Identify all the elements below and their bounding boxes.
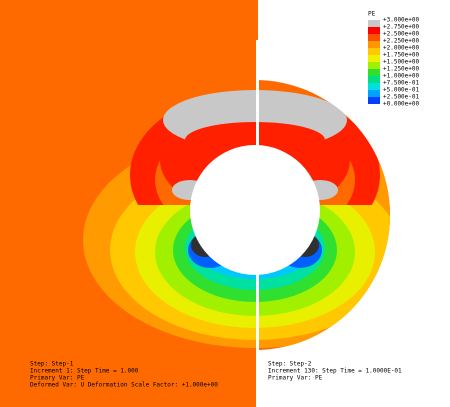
tunnel-hole (190, 145, 320, 275)
legend-swatch (368, 20, 380, 27)
legend-swatch (368, 62, 380, 69)
legend-label: +2.000e+00 (383, 45, 420, 52)
info-line: Step: Step-1 (30, 361, 74, 368)
legend-swatch (368, 76, 380, 83)
legend-label: +0.000e+00 (383, 101, 420, 108)
legend-label: +5.000e-01 (383, 87, 420, 94)
info-line: Deformed Var: U Deformation Scale Factor… (30, 382, 218, 389)
legend-swatch (368, 34, 380, 41)
legend-label: +2.500e-01 (383, 94, 420, 101)
divider (256, 40, 259, 407)
legend-label: +1.000e+00 (383, 73, 420, 80)
info-line: Increment 1: Step Time = 1.000 (30, 368, 139, 375)
legend-label: +1.500e+00 (383, 59, 420, 66)
legend-label: +2.750e+00 (383, 24, 420, 31)
legend-swatch (368, 97, 380, 104)
info-line: Primary Var: PE (268, 375, 323, 382)
legend-label: +2.500e+00 (383, 31, 420, 38)
legend-label: +3.000e+00 (383, 17, 420, 24)
legend-swatch (368, 55, 380, 62)
legend-swatch (368, 27, 380, 34)
info-line: Step: Step-2 (268, 361, 312, 368)
legend-title: PE (368, 11, 376, 18)
legend-label: +2.250e+00 (383, 38, 420, 45)
legend-swatch (368, 83, 380, 90)
info-line: Primary Var: PE (30, 375, 85, 382)
legend-swatch (368, 48, 380, 55)
legend-label: +7.500e-01 (383, 80, 420, 87)
legend-swatch (368, 90, 380, 97)
legend-label: +1.250e+00 (383, 66, 420, 73)
band (185, 122, 325, 158)
legend-swatch (368, 41, 380, 48)
info-line: Increment 130: Step Time = 1.0000E-01 (268, 368, 402, 375)
legend-label: +1.750e+00 (383, 52, 420, 59)
legend: +3.000e+00+2.750e+00+2.500e+00+2.250e+00… (368, 17, 420, 108)
legend-swatch (368, 69, 380, 76)
